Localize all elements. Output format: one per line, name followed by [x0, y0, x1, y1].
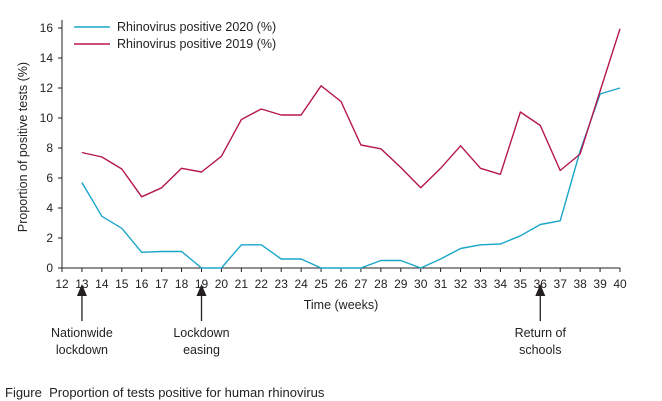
- x-tick-label: 27: [354, 277, 368, 291]
- y-tick-label: 10: [40, 111, 54, 125]
- x-tick-label: 26: [334, 277, 348, 291]
- y-tick-label: 12: [40, 81, 54, 95]
- x-tick-label: 19: [195, 277, 209, 291]
- x-tick-label: 35: [514, 277, 528, 291]
- y-tick-label: 14: [40, 51, 54, 65]
- y-axis-title: Proportion of positive tests (%): [16, 62, 30, 232]
- x-tick-label: 36: [534, 277, 548, 291]
- x-tick-label: 25: [314, 277, 328, 291]
- annotation-label: schools: [519, 343, 561, 357]
- legend-label-2020: Rhinovirus positive 2020 (%): [117, 20, 276, 34]
- figure-caption: Figure Proportion of tests positive for …: [5, 385, 324, 400]
- x-tick-label: 32: [454, 277, 468, 291]
- annotation-label: Return of: [515, 326, 567, 340]
- annotation-label: Lockdown: [173, 326, 229, 340]
- arrowhead-icon: [535, 284, 546, 296]
- x-tick-label: 33: [474, 277, 488, 291]
- series-line-2020: [81, 87, 621, 269]
- annotations: Nationwide lockdown Lockdown easing Return o…: [51, 284, 567, 357]
- annotation-label: easing: [183, 343, 220, 357]
- caption-text: Proportion of tests positive for human r…: [49, 385, 325, 400]
- series-lines: [81, 28, 621, 269]
- x-tick-label: 12: [55, 277, 69, 291]
- x-tick-label: 17: [155, 277, 169, 291]
- series-line-2019: [81, 28, 621, 198]
- x-tick-label: 30: [414, 277, 428, 291]
- legend-label-2019: Rhinovirus positive 2019 (%): [117, 37, 276, 51]
- arrowhead-icon: [196, 284, 207, 296]
- x-tick-label: 37: [554, 277, 568, 291]
- y-tick-label: 8: [46, 141, 53, 155]
- x-tick-label: 29: [394, 277, 408, 291]
- x-tick-label: 24: [294, 277, 308, 291]
- y-tick-label: 2: [46, 231, 53, 245]
- x-tick-label: 31: [434, 277, 448, 291]
- x-tick-label: 15: [115, 277, 129, 291]
- x-tick-label: 20: [215, 277, 229, 291]
- caption-label: Figure: [5, 385, 42, 400]
- x-tick-label: 13: [75, 277, 89, 291]
- x-tick-label: 28: [374, 277, 388, 291]
- y-tick-label: 0: [46, 261, 53, 275]
- annotation: Nationwide lockdown: [51, 284, 113, 357]
- y-tick-label: 6: [46, 171, 53, 185]
- x-tick-label: 18: [175, 277, 189, 291]
- x-tick-label: 14: [95, 277, 109, 291]
- x-tick-label: 22: [255, 277, 269, 291]
- legend: Rhinovirus positive 2020 (%) Rhinovirus …: [74, 20, 276, 51]
- annotation: Lockdown easing: [173, 284, 230, 357]
- x-tick-label: 38: [573, 277, 587, 291]
- line-chart: Proportion of positive tests (%) Time (w…: [16, 20, 627, 357]
- x-tick-label: 16: [135, 277, 149, 291]
- annotation-label: Nationwide: [51, 326, 113, 340]
- annotation: Return of schools: [515, 284, 567, 357]
- annotation-label: lockdown: [56, 343, 108, 357]
- x-tick-label: 23: [275, 277, 289, 291]
- y-tick-label: 4: [46, 201, 53, 215]
- axes: 0246810121416121314151617181920212223242…: [40, 20, 627, 291]
- x-tick-label: 34: [494, 277, 508, 291]
- x-tick-label: 40: [613, 277, 627, 291]
- x-tick-label: 39: [593, 277, 607, 291]
- x-axis-title: Time (weeks): [304, 298, 379, 312]
- y-tick-label: 16: [40, 21, 54, 35]
- x-tick-label: 21: [235, 277, 249, 291]
- arrowhead-icon: [76, 284, 87, 296]
